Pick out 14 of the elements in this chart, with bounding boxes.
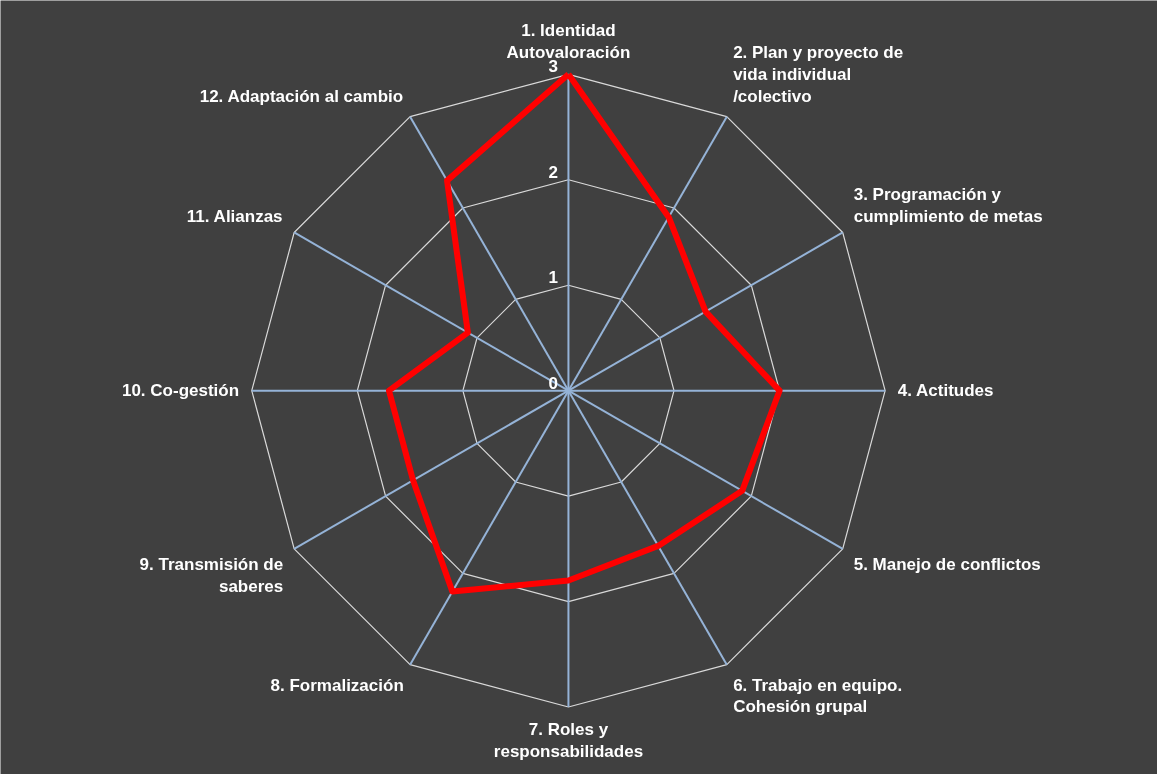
spoke-label: 6. Trabajo en equipo. Cohesión grupal [733, 675, 903, 717]
y-tick-label: 3 [548, 57, 558, 77]
spoke-label: 11. Alianzas [186, 207, 283, 227]
spoke-label: 10. Co-gestión [121, 381, 240, 401]
spoke-label: 9. Transmisión de saberes [139, 555, 284, 597]
y-tick-label: 1 [548, 268, 558, 288]
spoke-label: 12. Adaptación al cambio [199, 86, 404, 106]
spoke-label: 5. Manejo de conflictos [853, 555, 1041, 575]
spoke-label: 3. Programación y cumplimiento de metas [853, 185, 1043, 227]
spoke-label: 8. Formalización [270, 675, 404, 695]
spoke-label: 2. Plan y proyecto de vida individual /colectivo [733, 43, 904, 106]
y-tick-label: 2 [548, 162, 558, 182]
spoke-label: 4. Actitudes [897, 381, 994, 401]
spoke-label: 7. Roles y responsabilidades [493, 719, 644, 761]
